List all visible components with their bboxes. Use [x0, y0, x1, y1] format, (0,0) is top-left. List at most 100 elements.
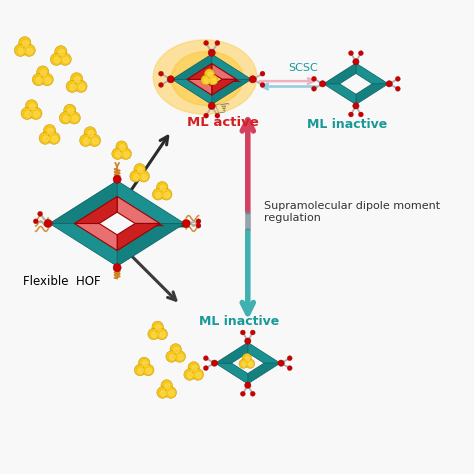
Circle shape	[395, 76, 401, 82]
Circle shape	[173, 347, 179, 353]
Polygon shape	[248, 342, 280, 363]
Circle shape	[161, 391, 166, 396]
Circle shape	[164, 192, 170, 198]
Circle shape	[80, 134, 92, 146]
Text: SCSC: SCSC	[288, 63, 318, 73]
Circle shape	[204, 113, 209, 118]
Polygon shape	[212, 64, 237, 79]
Circle shape	[44, 219, 52, 228]
Circle shape	[211, 360, 218, 366]
Circle shape	[192, 369, 203, 380]
Circle shape	[204, 69, 214, 79]
Circle shape	[134, 365, 146, 376]
Circle shape	[215, 113, 220, 118]
Circle shape	[41, 70, 46, 76]
Polygon shape	[222, 79, 241, 82]
Circle shape	[48, 132, 60, 144]
Circle shape	[119, 145, 125, 150]
Circle shape	[278, 360, 284, 366]
Polygon shape	[215, 363, 248, 384]
Circle shape	[204, 78, 209, 83]
Circle shape	[203, 356, 209, 361]
Circle shape	[215, 40, 220, 46]
Circle shape	[196, 223, 201, 228]
Circle shape	[182, 219, 190, 228]
Circle shape	[245, 382, 251, 388]
Circle shape	[41, 73, 53, 86]
Circle shape	[124, 152, 129, 157]
Circle shape	[138, 171, 149, 182]
Circle shape	[50, 53, 63, 65]
Circle shape	[72, 116, 78, 121]
Circle shape	[160, 185, 165, 191]
Circle shape	[18, 48, 24, 54]
Ellipse shape	[171, 51, 243, 105]
Circle shape	[84, 127, 96, 139]
Circle shape	[161, 380, 173, 391]
Circle shape	[116, 141, 128, 153]
Circle shape	[204, 40, 209, 46]
Circle shape	[63, 57, 69, 63]
Circle shape	[71, 73, 83, 85]
Circle shape	[249, 76, 256, 83]
Polygon shape	[135, 223, 164, 226]
Circle shape	[36, 77, 42, 83]
Circle shape	[240, 330, 246, 335]
Circle shape	[188, 373, 193, 378]
Circle shape	[30, 107, 42, 119]
Circle shape	[36, 66, 49, 78]
Polygon shape	[212, 79, 251, 105]
Circle shape	[68, 108, 73, 114]
Circle shape	[248, 362, 253, 366]
Polygon shape	[50, 223, 117, 266]
Circle shape	[245, 338, 251, 344]
Circle shape	[242, 354, 252, 363]
Text: Supramolecular dipole moment
regulation: Supramolecular dipole moment regulation	[264, 201, 440, 223]
Ellipse shape	[153, 40, 257, 114]
Polygon shape	[152, 223, 191, 228]
Polygon shape	[74, 223, 117, 251]
Polygon shape	[74, 223, 120, 253]
Circle shape	[59, 112, 72, 124]
Circle shape	[158, 82, 164, 87]
Circle shape	[196, 373, 201, 378]
Circle shape	[26, 100, 37, 112]
Polygon shape	[215, 342, 248, 363]
Circle shape	[75, 80, 87, 92]
Circle shape	[353, 59, 359, 65]
Polygon shape	[212, 79, 237, 95]
Circle shape	[358, 51, 364, 55]
Circle shape	[287, 356, 292, 361]
Circle shape	[250, 330, 255, 335]
Circle shape	[348, 112, 354, 117]
Polygon shape	[172, 79, 212, 105]
Circle shape	[27, 48, 33, 54]
Circle shape	[52, 136, 57, 142]
Circle shape	[74, 77, 80, 82]
Polygon shape	[117, 223, 185, 266]
Circle shape	[142, 174, 147, 180]
Circle shape	[143, 365, 154, 376]
Polygon shape	[187, 79, 212, 95]
Circle shape	[33, 219, 38, 224]
Circle shape	[18, 36, 31, 49]
Circle shape	[311, 86, 317, 91]
Circle shape	[191, 365, 197, 371]
Circle shape	[34, 111, 39, 117]
Circle shape	[184, 369, 195, 380]
Circle shape	[169, 391, 174, 396]
Polygon shape	[117, 196, 160, 223]
Circle shape	[112, 148, 123, 160]
Circle shape	[386, 81, 392, 87]
Circle shape	[29, 104, 35, 109]
Circle shape	[137, 167, 143, 173]
Circle shape	[152, 321, 164, 333]
Circle shape	[157, 387, 168, 398]
Polygon shape	[323, 84, 363, 109]
Circle shape	[44, 125, 55, 137]
Circle shape	[311, 76, 317, 82]
Circle shape	[174, 351, 185, 362]
Polygon shape	[187, 64, 212, 79]
Circle shape	[120, 148, 131, 160]
Circle shape	[59, 53, 71, 65]
